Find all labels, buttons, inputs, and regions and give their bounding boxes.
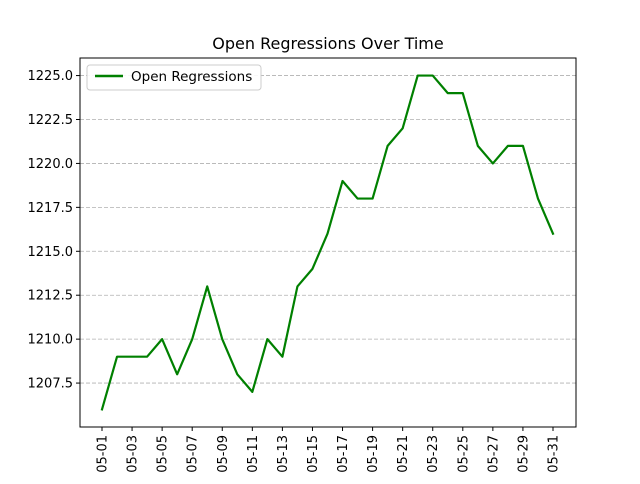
y-tick-label: 1207.5 <box>28 377 74 392</box>
legend: Open Regressions <box>86 64 262 91</box>
y-tick-label: 1217.5 <box>28 201 74 216</box>
legend-label: Open Regressions <box>131 69 252 85</box>
x-tick-label: 05-23 <box>426 435 441 473</box>
y-tick-label: 1215.0 <box>28 245 74 260</box>
x-tick-label: 05-25 <box>456 435 471 473</box>
x-tick-label: 05-03 <box>126 435 141 473</box>
x-tick-label: 05-07 <box>186 435 201 473</box>
x-tick-label: 05-01 <box>96 435 111 473</box>
y-tick-label: 1210.0 <box>28 333 74 348</box>
x-tick-label: 05-31 <box>546 435 561 473</box>
y-tick-label: 1225.0 <box>28 69 74 84</box>
x-tick-label: 05-17 <box>336 435 351 473</box>
x-tick-label: 05-21 <box>396 435 411 473</box>
x-tick-label: 05-15 <box>306 435 321 473</box>
x-tick-label: 05-11 <box>246 435 261 473</box>
x-tick-label: 05-19 <box>366 435 381 473</box>
legend-box <box>86 64 262 91</box>
x-tick-label: 05-27 <box>486 435 501 473</box>
chart-title: Open Regressions Over Time <box>212 34 443 53</box>
x-tick-label: 05-29 <box>516 435 531 473</box>
x-tick-label: 05-13 <box>276 435 291 473</box>
y-tick-label: 1222.5 <box>28 113 74 128</box>
x-tick-label: 05-09 <box>216 435 231 473</box>
y-tick-label: 1212.5 <box>28 289 74 304</box>
y-tick-label: 1220.0 <box>28 157 74 172</box>
series-line <box>100 74 555 411</box>
x-tick-label: 05-05 <box>156 435 171 473</box>
plot-frame <box>79 57 577 428</box>
series-layer <box>100 74 555 411</box>
grid-lines <box>80 75 576 384</box>
y-axis: 1207.5 1210.0 1212.5 1215.0 1217.5 1220.0 1222… <box>28 69 80 392</box>
x-axis: 05-01 05-03 05-05 05-07 05-09 05-11 05-13 05-15… <box>96 427 561 473</box>
